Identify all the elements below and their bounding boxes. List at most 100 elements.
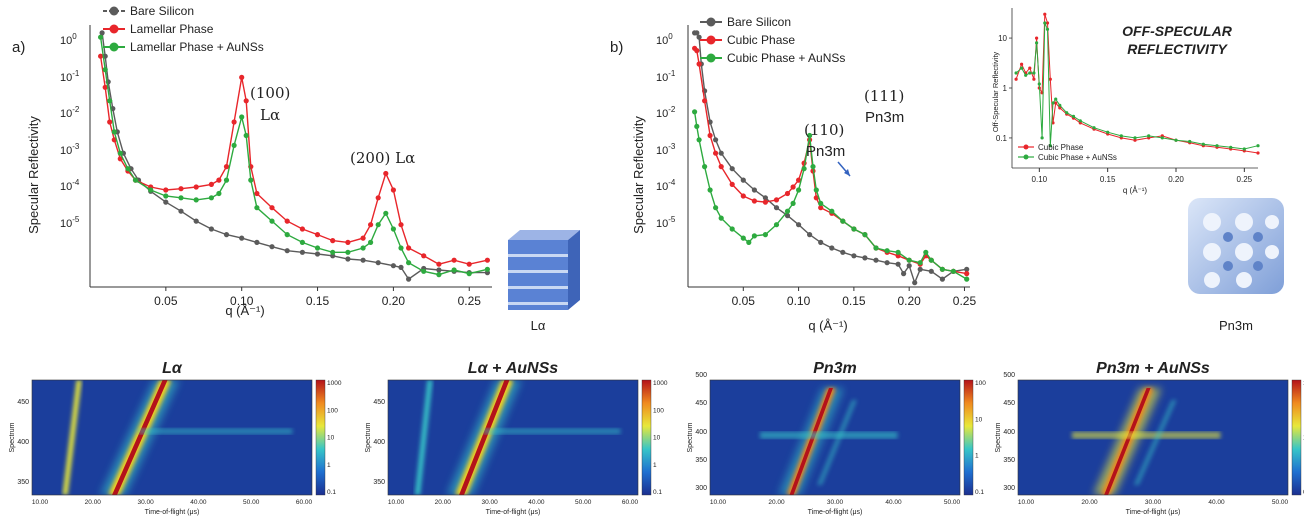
legend-marker: [1023, 144, 1029, 150]
map-x-tick-label: 60.00: [622, 499, 639, 506]
panel-a-label: a): [12, 39, 25, 56]
panel-b-label: b): [610, 39, 623, 56]
data-point: [132, 177, 139, 183]
off-specular-inset: OFF-SPECULAR REFLECTIVITY Off-Specular R…: [991, 8, 1260, 195]
data-point: [1045, 21, 1050, 25]
data-point: [284, 232, 290, 238]
data-point: [751, 233, 758, 239]
data-point: [451, 257, 457, 263]
data-point: [740, 177, 746, 183]
data-point: [862, 232, 868, 238]
data-point: [102, 84, 108, 90]
satellite-stripe: [1133, 400, 1177, 485]
data-point: [796, 177, 802, 183]
map-ylabel: Spectrum: [9, 422, 16, 452]
data-point: [208, 226, 214, 232]
data-point: [398, 222, 404, 228]
data-point: [436, 267, 442, 273]
data-point: [718, 150, 724, 156]
data-point: [314, 232, 321, 238]
data-point: [254, 205, 260, 211]
spectrum-map-1: Lα Spectrum 350 400 450 10.00 20.00 30.00 40.00 5…: [9, 360, 342, 516]
spectrum-map-2: Lα + AuNSs Spectrum 350 400 450 10.00 20.00 30.…: [365, 360, 668, 516]
inset-series: [1014, 12, 1260, 155]
map-y-tick-label: 350: [17, 479, 29, 486]
data-point: [818, 200, 824, 206]
data-point: [1188, 139, 1192, 144]
data-point: [718, 164, 724, 170]
data-point: [813, 195, 819, 201]
series-line: [694, 47, 967, 275]
map-y-tick-label: 300: [695, 485, 707, 492]
panel-a-legend: Bare Silicon Lamellar Phase Lamellar Pha…: [103, 4, 264, 54]
reflected-band-core: [789, 388, 833, 495]
data-point: [178, 208, 184, 214]
x-tick-label: 0.10: [230, 294, 254, 308]
data-point: [299, 249, 305, 255]
data-point: [1201, 142, 1205, 146]
data-point: [466, 271, 472, 277]
spectrum-map-4: Pn3m + AuNSs Spectrum 300 350 400 450 500 10.00…: [995, 360, 1304, 516]
panel-a-ytick: 10-4: [60, 178, 80, 193]
data-point: [928, 268, 934, 274]
reflected-band-core: [112, 380, 168, 495]
data-point: [451, 267, 457, 273]
map-x-tick-label: 50.00: [944, 499, 961, 506]
x-tick-label: 0.25: [458, 294, 482, 308]
legend-entry: Bare Silicon: [727, 15, 791, 29]
map-frame: [709, 379, 961, 496]
legend-marker: [706, 53, 716, 63]
data-point: [208, 195, 214, 201]
direct-beam: [415, 380, 433, 495]
data-point: [436, 261, 442, 267]
colorbar-tick-label: 10: [327, 435, 335, 442]
legend-marker: [109, 24, 119, 34]
map-frame: [387, 379, 639, 496]
legend-entry: Bare Silicon: [130, 4, 194, 18]
data-point: [406, 260, 412, 266]
data-point: [243, 98, 249, 104]
reflected-band-core: [1104, 388, 1151, 495]
data-point: [762, 232, 769, 238]
satellite-stripe: [817, 400, 857, 485]
data-point: [368, 222, 374, 228]
data-point: [939, 266, 946, 272]
data-point: [829, 208, 835, 214]
data-point: [421, 268, 427, 274]
annotation-110-phase: Pn3m: [806, 143, 845, 160]
data-point: [790, 184, 796, 190]
data-point: [368, 239, 374, 245]
data-point: [964, 266, 970, 272]
data-point: [1037, 82, 1041, 86]
data-point: [801, 166, 807, 172]
inset-ylabel: Off-Specular Reflectivity: [991, 52, 1000, 133]
map-y-tick-label: 300: [1003, 485, 1015, 492]
map-y-tick-label: 400: [1003, 429, 1015, 436]
map-x-tick-label: 50.00: [243, 499, 260, 506]
map-x-tick-label: 20.00: [768, 499, 785, 506]
map-y-tick-label: 350: [373, 479, 385, 486]
data-point: [99, 30, 105, 36]
inset-title-line1: OFF-SPECULAR: [1122, 23, 1233, 39]
legend-marker: [109, 42, 119, 52]
data-point: [740, 235, 746, 241]
data-point: [117, 150, 123, 156]
lamellar-structure-label: Lα: [531, 318, 546, 333]
inset-legend: Cubic Phase Cubic Phase + AuNSs: [1018, 143, 1117, 162]
data-point: [1242, 147, 1246, 151]
data-point: [360, 235, 366, 241]
data-point: [1020, 66, 1024, 70]
legend-marker: [109, 6, 119, 16]
data-point: [1071, 114, 1076, 118]
map-y-tick-label: 500: [695, 372, 707, 379]
y-tick-label: 10: [998, 34, 1007, 43]
data-point: [1014, 71, 1018, 75]
data-point: [330, 249, 336, 255]
annotation-100-phase: Lα: [260, 106, 280, 124]
data-point: [148, 187, 154, 193]
data-point: [208, 181, 214, 187]
map-x-tick-label: 30.00: [827, 499, 844, 506]
data-point: [375, 195, 381, 201]
map-x-tick-label: 10.00: [710, 499, 727, 506]
data-point: [1229, 145, 1233, 149]
